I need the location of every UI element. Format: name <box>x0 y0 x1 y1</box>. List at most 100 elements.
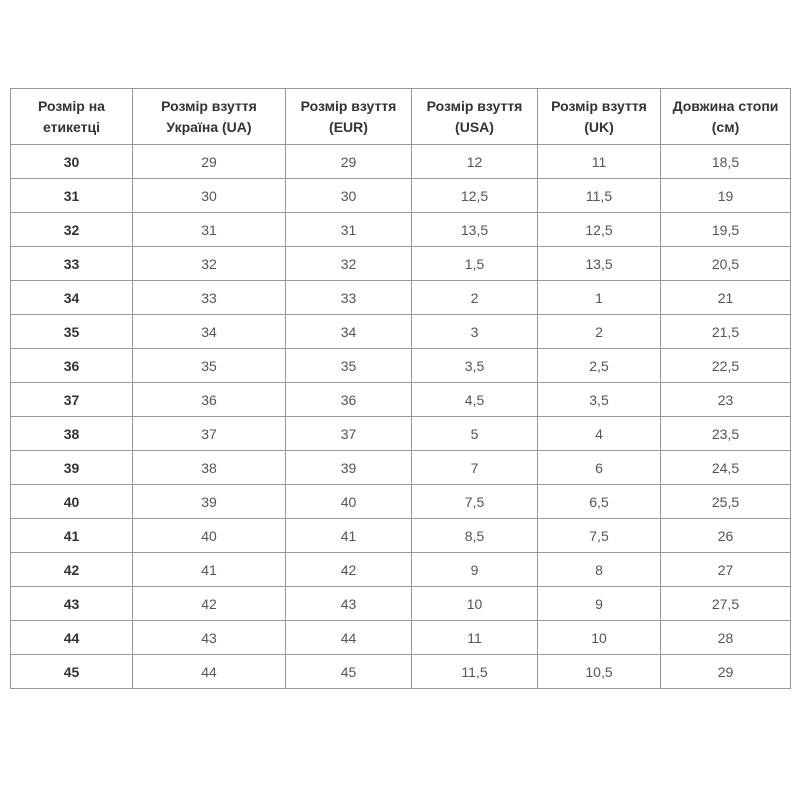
size-value-cell: 39 <box>132 484 286 519</box>
size-value-cell: 40 <box>132 518 286 553</box>
size-value-cell: 31 <box>132 212 286 247</box>
table-row: 45 44 45 11,5 10,5 29 <box>10 654 791 689</box>
column-header-3: Розмір взуття (USA) <box>411 88 538 145</box>
size-value-cell: 10 <box>537 620 661 655</box>
size-value-cell: 6,5 <box>537 484 661 519</box>
size-value-cell: 2 <box>411 280 538 315</box>
size-value-cell: 44 <box>132 654 286 689</box>
size-value-cell: 10,5 <box>537 654 661 689</box>
table-row: 30 29 29 12 11 18,5 <box>10 144 791 179</box>
table-row: 38 37 37 5 4 23,5 <box>10 416 791 451</box>
size-value-cell: 3 <box>411 314 538 349</box>
size-label-cell: 31 <box>10 178 133 213</box>
table-row: 44 43 44 11 10 28 <box>10 620 791 655</box>
size-value-cell: 23,5 <box>660 416 791 451</box>
size-value-cell: 41 <box>285 518 412 553</box>
size-label-cell: 30 <box>10 144 133 179</box>
size-value-cell: 8 <box>537 552 661 587</box>
size-value-cell: 19,5 <box>660 212 791 247</box>
size-value-cell: 24,5 <box>660 450 791 485</box>
size-value-cell: 1,5 <box>411 246 538 281</box>
size-value-cell: 29 <box>660 654 791 689</box>
size-value-cell: 35 <box>132 348 286 383</box>
size-value-cell: 18,5 <box>660 144 791 179</box>
size-value-cell: 20,5 <box>660 246 791 281</box>
size-value-cell: 28 <box>660 620 791 655</box>
size-value-cell: 1 <box>537 280 661 315</box>
header-row: Розмір на етикетці Розмір взуття Україна … <box>10 88 791 145</box>
size-value-cell: 13,5 <box>411 212 538 247</box>
size-value-cell: 26 <box>660 518 791 553</box>
size-value-cell: 34 <box>285 314 412 349</box>
size-value-cell: 31 <box>285 212 412 247</box>
size-value-cell: 3,5 <box>537 382 661 417</box>
size-value-cell: 21,5 <box>660 314 791 349</box>
size-value-cell: 30 <box>132 178 286 213</box>
size-value-cell: 33 <box>285 280 412 315</box>
size-value-cell: 10 <box>411 586 538 621</box>
size-value-cell: 32 <box>285 246 412 281</box>
size-value-cell: 12,5 <box>411 178 538 213</box>
size-value-cell: 39 <box>285 450 412 485</box>
table-header: Розмір на етикетці Розмір взуття Україна … <box>10 88 791 145</box>
size-value-cell: 23 <box>660 382 791 417</box>
size-value-cell: 7,5 <box>537 518 661 553</box>
size-value-cell: 42 <box>285 552 412 587</box>
size-value-cell: 35 <box>285 348 412 383</box>
size-value-cell: 27,5 <box>660 586 791 621</box>
size-label-cell: 42 <box>10 552 133 587</box>
table-body: 30 29 29 12 11 18,5 31 30 30 12,5 11,5 19 32 31 31 13,5… <box>10 144 791 689</box>
size-value-cell: 11 <box>411 620 538 655</box>
size-value-cell: 36 <box>285 382 412 417</box>
size-value-cell: 7,5 <box>411 484 538 519</box>
size-label-cell: 33 <box>10 246 133 281</box>
size-label-cell: 37 <box>10 382 133 417</box>
size-value-cell: 27 <box>660 552 791 587</box>
size-value-cell: 38 <box>132 450 286 485</box>
table-row: 43 42 43 10 9 27,5 <box>10 586 791 621</box>
size-value-cell: 22,5 <box>660 348 791 383</box>
size-label-cell: 32 <box>10 212 133 247</box>
table-row: 36 35 35 3,5 2,5 22,5 <box>10 348 791 383</box>
table-row: 31 30 30 12,5 11,5 19 <box>10 178 791 213</box>
size-value-cell: 40 <box>285 484 412 519</box>
size-value-cell: 11 <box>537 144 661 179</box>
size-value-cell: 3,5 <box>411 348 538 383</box>
size-value-cell: 32 <box>132 246 286 281</box>
table-row: 41 40 41 8,5 7,5 26 <box>10 518 791 553</box>
size-label-cell: 41 <box>10 518 133 553</box>
size-value-cell: 37 <box>132 416 286 451</box>
size-label-cell: 38 <box>10 416 133 451</box>
size-value-cell: 33 <box>132 280 286 315</box>
size-label-cell: 40 <box>10 484 133 519</box>
size-value-cell: 41 <box>132 552 286 587</box>
size-value-cell: 13,5 <box>537 246 661 281</box>
column-header-1: Розмір взуття Україна (UA) <box>132 88 286 145</box>
size-label-cell: 43 <box>10 586 133 621</box>
size-label-cell: 39 <box>10 450 133 485</box>
column-header-2: Розмір взуття (EUR) <box>285 88 412 145</box>
size-value-cell: 43 <box>132 620 286 655</box>
size-value-cell: 44 <box>285 620 412 655</box>
size-label-cell: 44 <box>10 620 133 655</box>
shoe-size-conversion-table: Розмір на етикетці Розмір взуття Україна … <box>10 88 791 689</box>
size-label-cell: 34 <box>10 280 133 315</box>
table-row: 39 38 39 7 6 24,5 <box>10 450 791 485</box>
table-row: 42 41 42 9 8 27 <box>10 552 791 587</box>
size-value-cell: 5 <box>411 416 538 451</box>
size-label-cell: 36 <box>10 348 133 383</box>
size-value-cell: 12 <box>411 144 538 179</box>
size-value-cell: 30 <box>285 178 412 213</box>
table-row: 32 31 31 13,5 12,5 19,5 <box>10 212 791 247</box>
size-value-cell: 4,5 <box>411 382 538 417</box>
size-value-cell: 12,5 <box>537 212 661 247</box>
size-value-cell: 6 <box>537 450 661 485</box>
size-value-cell: 36 <box>132 382 286 417</box>
size-value-cell: 19 <box>660 178 791 213</box>
size-value-cell: 21 <box>660 280 791 315</box>
size-value-cell: 11,5 <box>537 178 661 213</box>
size-value-cell: 43 <box>285 586 412 621</box>
size-value-cell: 4 <box>537 416 661 451</box>
table-row: 33 32 32 1,5 13,5 20,5 <box>10 246 791 281</box>
